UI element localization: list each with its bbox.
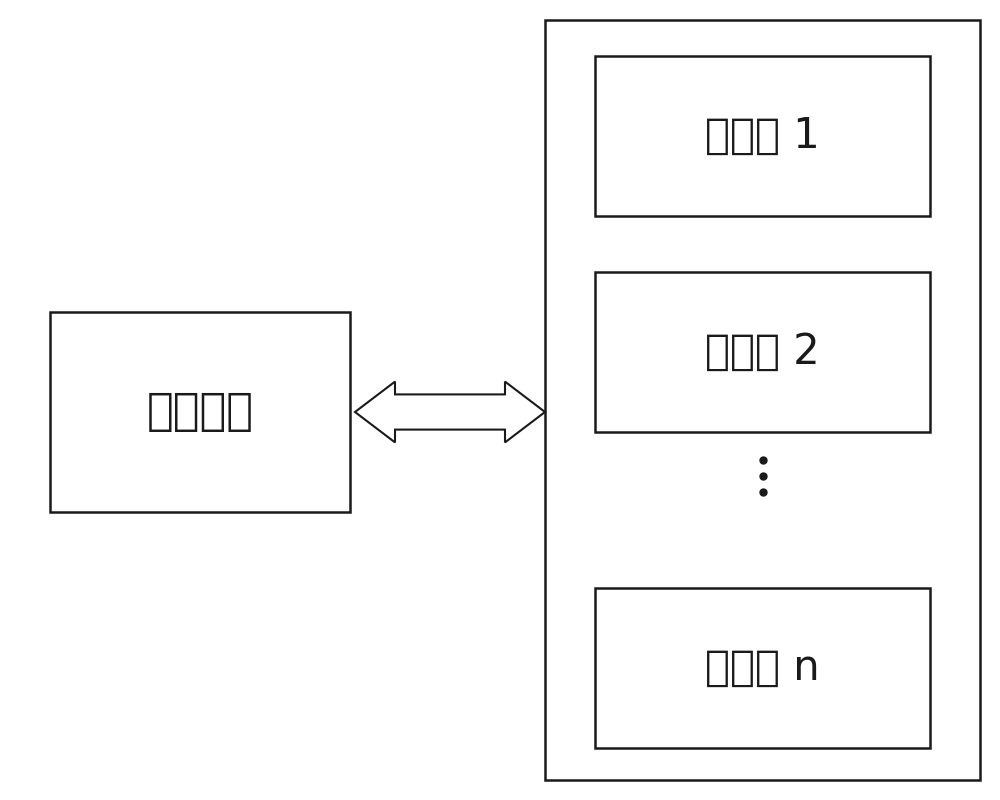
Bar [595,588,930,748]
Text: 传感器 2: 传感器 2 [705,331,820,373]
Text: 传感器 n: 传感器 n [705,647,820,689]
Bar [595,56,930,216]
Bar [545,20,980,780]
Bar [50,312,350,512]
Text: 智能节点: 智能节点 [146,390,254,434]
Text: 传感器 1: 传感器 1 [705,115,820,157]
Bar [595,272,930,432]
Polygon shape [355,382,545,442]
